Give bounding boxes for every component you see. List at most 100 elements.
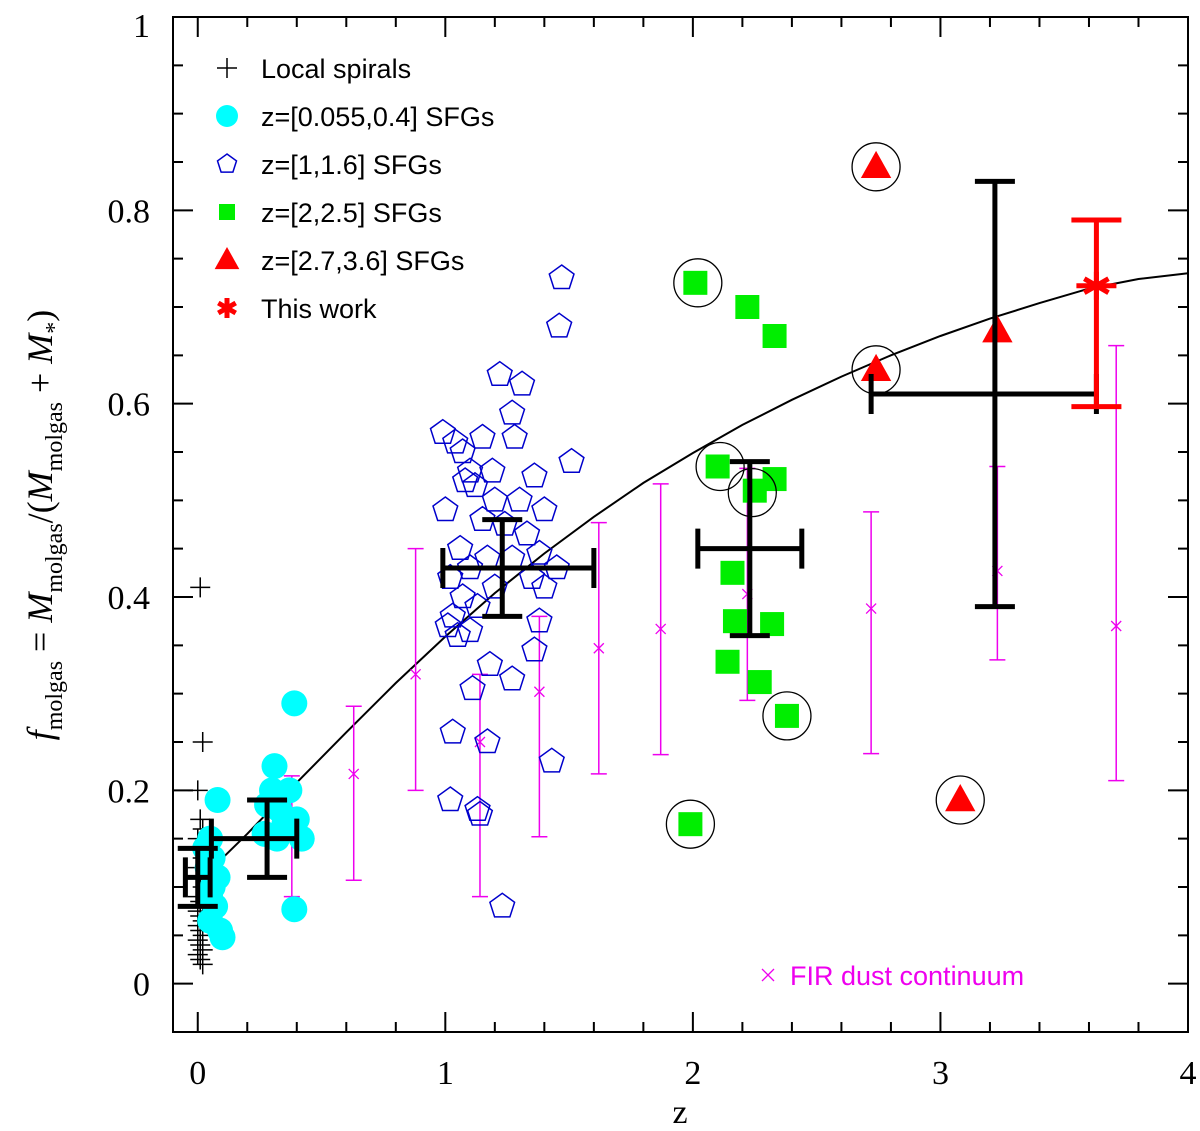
y-label-m3-sub: * bbox=[42, 322, 68, 334]
point-local-spirals bbox=[190, 949, 211, 970]
legend-label: This work bbox=[261, 294, 377, 324]
legend-label: Local spirals bbox=[261, 54, 411, 84]
point-z-0-055-0-4-sfgs bbox=[281, 690, 308, 717]
legend-marker-square bbox=[219, 204, 235, 220]
binned-average bbox=[208, 797, 300, 880]
point-z-2-2-5-sfgs bbox=[722, 609, 747, 634]
point-z-2-2-5-sfgs bbox=[683, 270, 708, 295]
y-axis-label: fmolgas = Mmolgas/(Mmolgas + M*) bbox=[20, 310, 68, 741]
point-z-1-1-6-sfgs bbox=[558, 447, 585, 473]
point-z-2-2-5-sfgs bbox=[762, 324, 787, 348]
fir-point bbox=[1108, 344, 1125, 782]
point-z-1-1-6-sfgs bbox=[442, 428, 469, 454]
fir-dust-layer bbox=[283, 344, 1125, 898]
highlight-ring bbox=[665, 799, 716, 849]
point-z-2-7-3-6-sfgs bbox=[945, 784, 976, 812]
point-z-1-1-6-sfgs bbox=[474, 728, 501, 754]
y-tick-label: 0 bbox=[133, 967, 150, 1004]
fir-legend-item: FIR dust continuum bbox=[761, 961, 1024, 991]
point-z-1-1-6-sfgs bbox=[498, 399, 526, 425]
binned-average bbox=[695, 459, 805, 639]
point-z-1-1-6-sfgs bbox=[432, 496, 459, 522]
point-z-1-1-6-sfgs bbox=[506, 486, 533, 512]
point-z-1-1-6-sfgs bbox=[489, 892, 516, 918]
legend-item: z=[1,1.6] SFGs bbox=[216, 150, 442, 180]
fit-curve-layer bbox=[197, 272, 1189, 883]
y-label-slash: /( bbox=[20, 501, 60, 523]
legend: Local spirals z=[0.055,0.4] SFGs z=[1,1.6]… bbox=[214, 54, 1024, 991]
fir-point bbox=[652, 483, 669, 756]
legend-label: z=[1,1.6] SFGs bbox=[261, 150, 442, 180]
point-z-1-1-6-sfgs bbox=[521, 636, 548, 662]
x-tick-label: 3 bbox=[932, 1055, 949, 1092]
y-label-m2: M bbox=[20, 469, 60, 502]
point-z-0-055-0-4-sfgs bbox=[204, 787, 231, 813]
point-z-1-1-6-sfgs bbox=[479, 457, 506, 483]
point-z-2-7-3-6-sfgs bbox=[860, 150, 892, 179]
fit-curve bbox=[197, 272, 1189, 883]
fir-x-marker bbox=[593, 642, 605, 654]
point-z-2-7-3-6-sfgs bbox=[860, 353, 892, 382]
y-tick-label: 0.8 bbox=[108, 193, 151, 230]
y-tick-label: 0.2 bbox=[108, 773, 151, 810]
point-z-2-2-5-sfgs bbox=[774, 703, 799, 728]
point-z-1-1-6-sfgs bbox=[446, 534, 474, 560]
fir-point bbox=[471, 673, 488, 898]
legend-marker-plus bbox=[217, 58, 237, 78]
legend-marker-asterisk bbox=[217, 298, 237, 318]
point-z-0-055-0-4-sfgs bbox=[276, 777, 303, 804]
point-z-1-1-6-sfgs bbox=[526, 539, 553, 565]
fir-point bbox=[531, 615, 548, 838]
fir-x-marker bbox=[1110, 620, 1122, 632]
point-local-spirals bbox=[192, 732, 213, 752]
point-z-1-1-6-sfgs bbox=[521, 462, 548, 488]
point-z-1-1-6-sfgs bbox=[538, 747, 565, 773]
y-label-m3: M bbox=[20, 332, 60, 365]
point-z-1-1-6-sfgs bbox=[437, 563, 464, 589]
point-z-2-2-5-sfgs bbox=[705, 454, 730, 479]
legend-item: z=[0.055,0.4] SFGs bbox=[216, 102, 494, 132]
fir-x-marker bbox=[533, 686, 545, 698]
point-z-1-1-6-sfgs bbox=[543, 554, 570, 580]
legend-item: This work bbox=[217, 294, 377, 324]
point-z-1-1-6-sfgs bbox=[531, 573, 558, 599]
legend-label: z=[2,2.5] SFGs bbox=[261, 198, 442, 228]
point-z-1-1-6-sfgs bbox=[456, 554, 484, 580]
legend-label: z=[0.055,0.4] SFGs bbox=[261, 102, 494, 132]
y-label-m2-sub: molgas bbox=[42, 402, 68, 471]
point-z-1-1-6-sfgs bbox=[548, 264, 575, 290]
point-z-1-1-6-sfgs bbox=[498, 665, 526, 691]
fir-x-marker bbox=[655, 623, 667, 635]
point-z-1-1-6-sfgs bbox=[434, 612, 462, 638]
point-z-1-1-6-sfgs bbox=[459, 674, 486, 701]
y-label-close: ) bbox=[20, 310, 60, 322]
y-tick-label: 0.6 bbox=[108, 387, 151, 424]
binned-average bbox=[440, 517, 597, 619]
point-local-spirals bbox=[192, 954, 213, 975]
point-z-1-1-6-sfgs bbox=[469, 423, 496, 449]
highlight-ring bbox=[935, 775, 985, 825]
this-work-marker bbox=[1083, 271, 1110, 300]
binned-average bbox=[868, 178, 1099, 610]
point-z-0-055-0-4-sfgs bbox=[281, 896, 308, 923]
point-z-1-1-6-sfgs bbox=[518, 563, 546, 589]
point-z-2-2-5-sfgs bbox=[747, 670, 772, 695]
point-z-1-1-6-sfgs bbox=[474, 544, 501, 570]
x-tick-label: 2 bbox=[684, 1055, 701, 1092]
legend-marker-circle bbox=[216, 105, 238, 127]
binned-averages-layer bbox=[177, 178, 1122, 909]
point-z-1-1-6-sfgs bbox=[531, 496, 558, 522]
legend-marker-triangle bbox=[214, 247, 240, 270]
point-z-2-2-5-sfgs bbox=[735, 295, 760, 319]
point-z-1-1-6-sfgs bbox=[486, 360, 513, 386]
fir-x-marker bbox=[865, 603, 877, 615]
point-z-2-2-5-sfgs bbox=[720, 560, 745, 585]
fir-point bbox=[590, 521, 607, 775]
point-z-1-1-6-sfgs bbox=[508, 370, 536, 396]
point-z-1-1-6-sfgs bbox=[449, 438, 476, 464]
y-tick-label: 1 bbox=[133, 8, 150, 45]
fir-point bbox=[863, 511, 880, 755]
point-z-1-1-6-sfgs bbox=[464, 795, 491, 821]
point-z-0-055-0-4-sfgs bbox=[261, 753, 288, 780]
